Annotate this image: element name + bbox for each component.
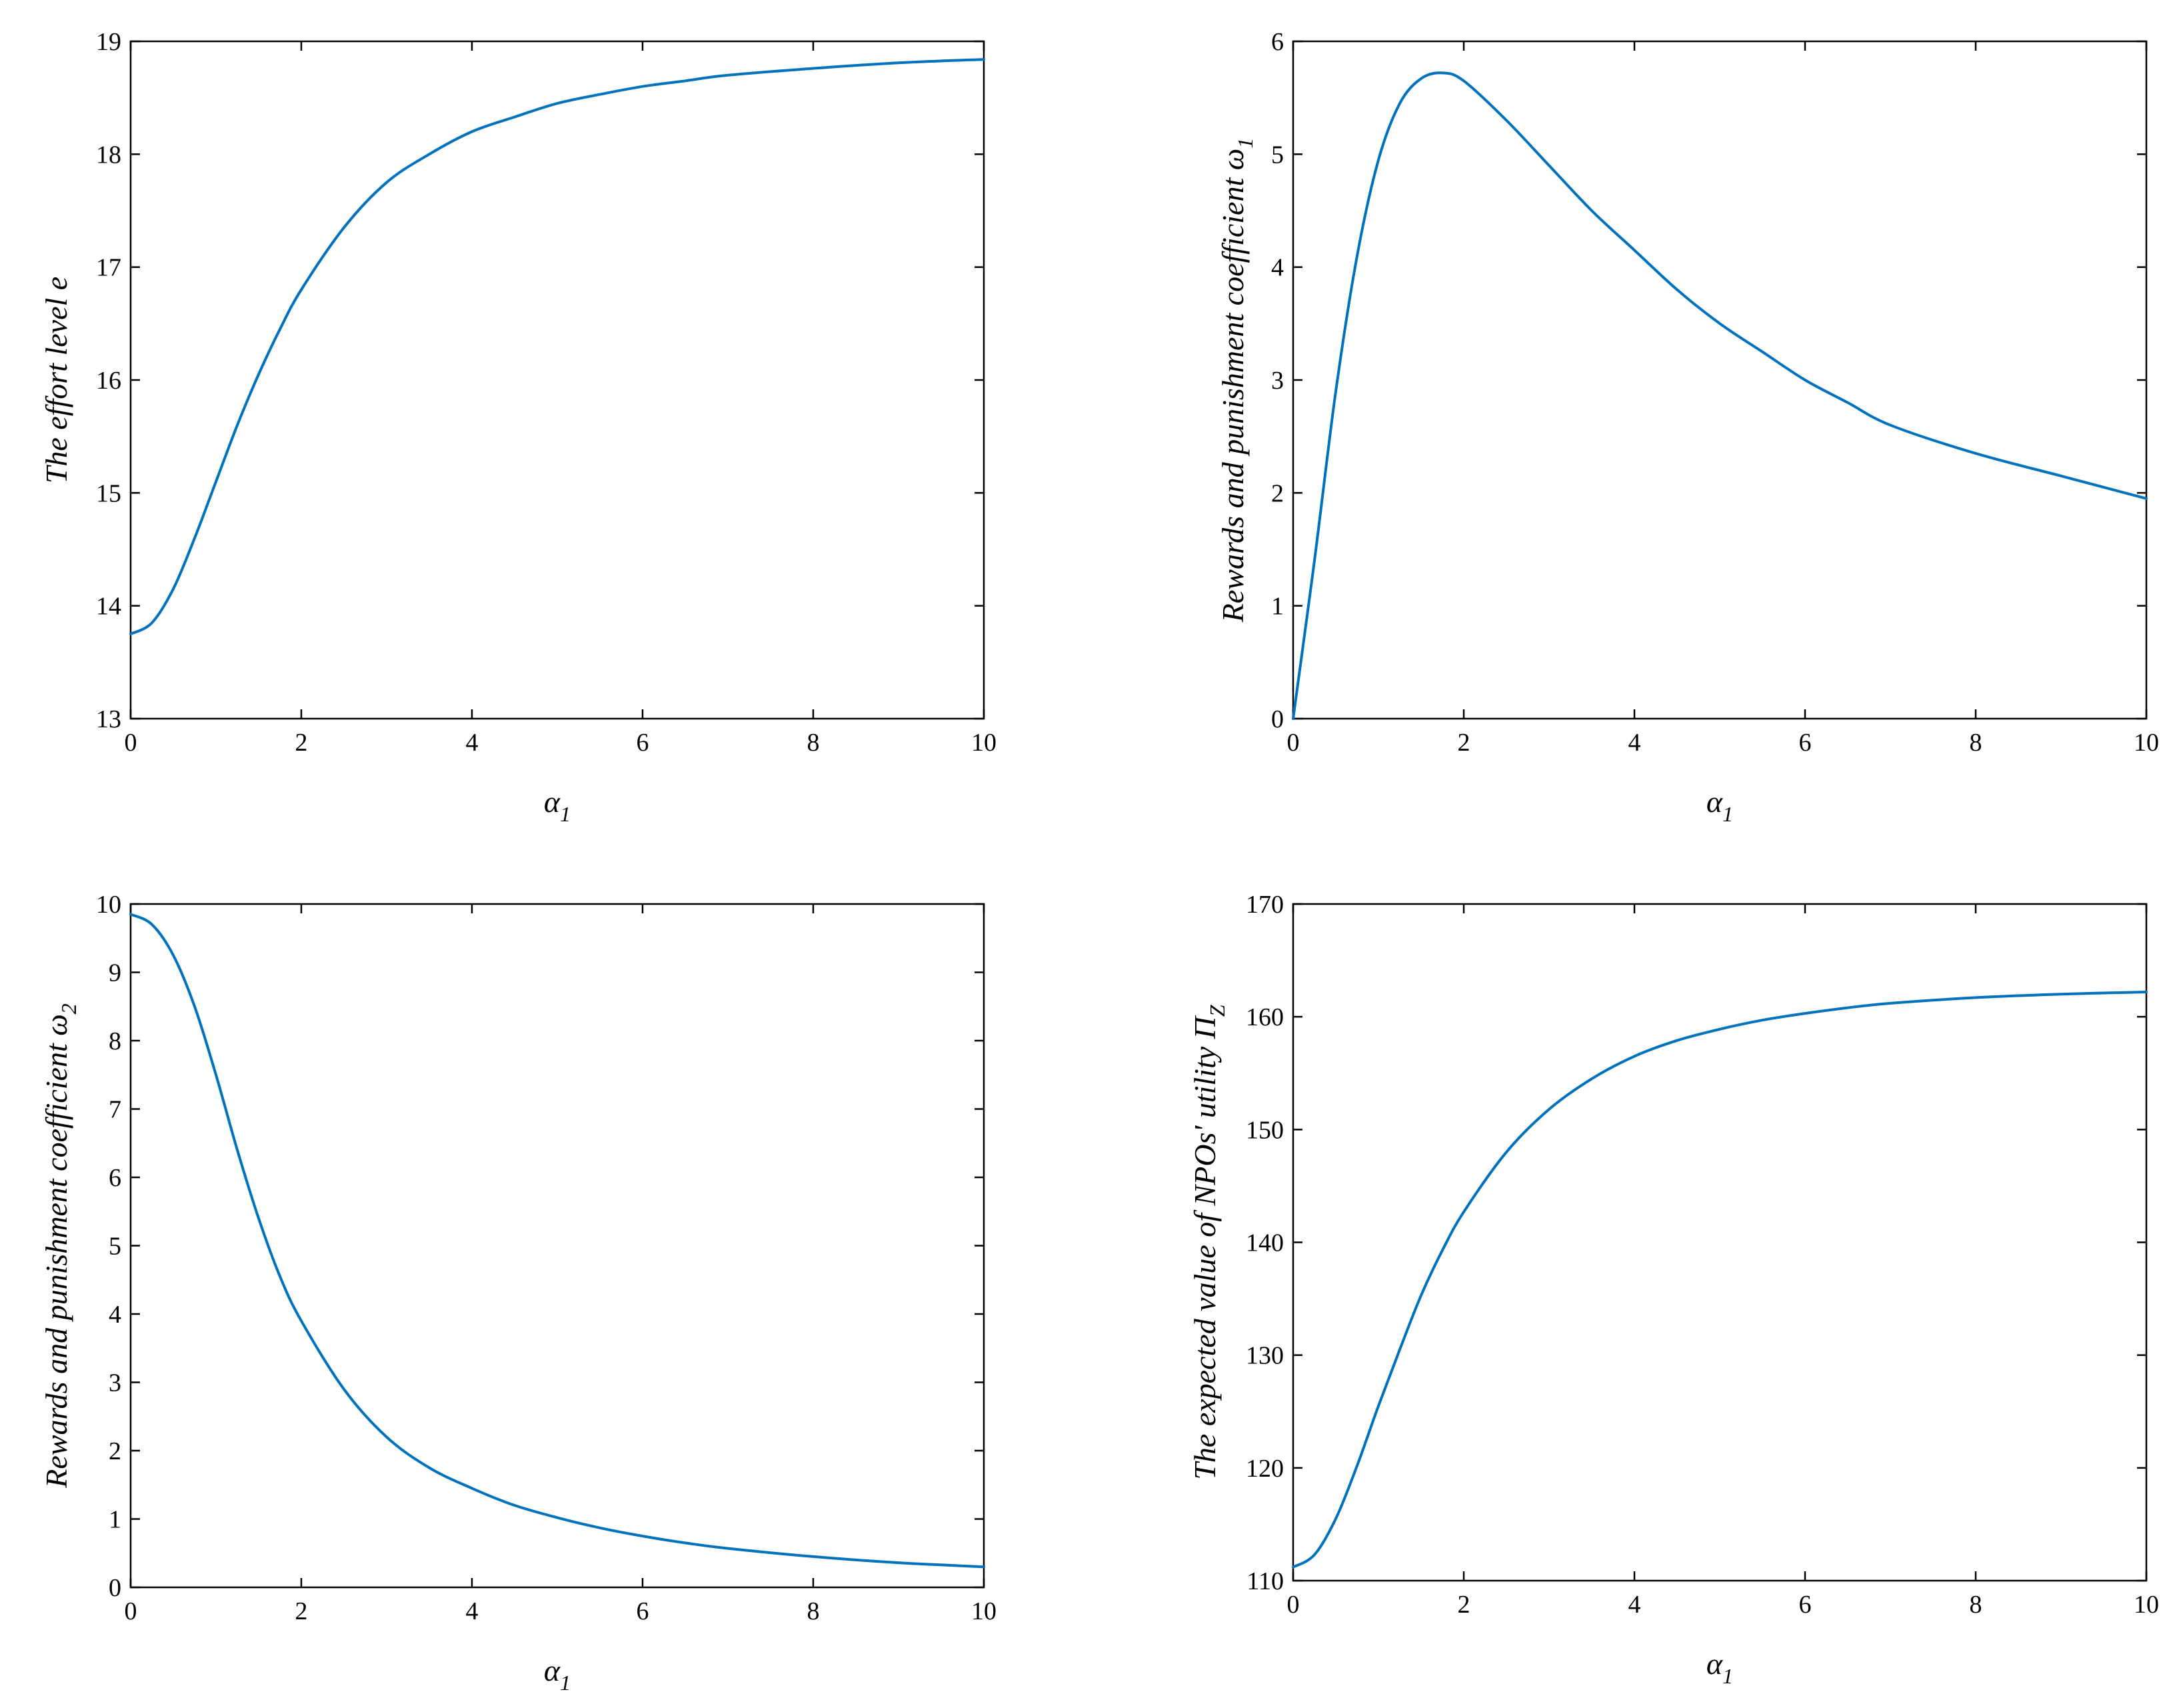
y-axis-label-sub: 1	[1233, 138, 1257, 149]
y-axis-label-main: The effort level e	[39, 277, 73, 483]
x-tick-label: 2	[295, 729, 308, 757]
y-tick-label: 17	[96, 254, 121, 282]
x-axis-label-main: α	[544, 1653, 561, 1687]
x-axis-label-main: α	[1706, 785, 1723, 819]
y-axis-label-main: The expected value of NPOs' utility Π	[1188, 1015, 1222, 1479]
x-axis-label-sub: 1	[560, 802, 571, 826]
y-tick-label: 19	[96, 28, 121, 56]
y-axis-label: The effort level e	[39, 277, 73, 483]
x-axis-label-main: α	[1706, 1647, 1723, 1681]
x-tick-label: 6	[637, 729, 649, 757]
y-tick-label: 7	[109, 1096, 121, 1124]
y-axis-label-main: Rewards and punishment coefficient ω	[39, 1014, 73, 1488]
y-tick-label: 4	[1271, 254, 1284, 282]
series-line-effort-0	[129, 58, 985, 635]
x-tick-label: 4	[466, 729, 479, 757]
x-tick-label: 6	[637, 1597, 649, 1625]
y-tick-label: 1	[1271, 593, 1284, 621]
series-line-omega1-0	[1292, 71, 2148, 720]
plot-frame	[1292, 903, 2148, 1582]
y-tick-label: 3	[1271, 367, 1284, 395]
y-tick-label: 10	[96, 891, 121, 919]
series-line-utility-0	[1292, 991, 2148, 1569]
x-tick-label: 4	[1628, 729, 1641, 757]
x-tick-label: 0	[125, 1597, 137, 1625]
plot-frame	[129, 40, 985, 720]
y-tick-label: 8	[109, 1027, 121, 1055]
y-tick-label: 4	[109, 1301, 121, 1329]
x-axis-label: α1	[1706, 785, 1733, 826]
x-tick-label: 10	[971, 1597, 997, 1625]
series-line-omega2-0	[129, 913, 985, 1569]
chart-utility: 0 2 4 6 8 10 110 120 130 140 150 160 170 α1 The expect…	[1188, 891, 2159, 1688]
y-tick-label: 14	[96, 593, 121, 621]
x-tick-label: 0	[1287, 729, 1300, 757]
x-tick-label: 6	[1799, 1591, 1812, 1619]
y-tick-label: 15	[96, 479, 121, 507]
y-tick-label: 5	[109, 1233, 121, 1261]
y-tick-label: 18	[96, 141, 121, 169]
chart-effort: 0 2 4 6 8 10 13 14 15 16 17 18 19 α1 The effort level …	[39, 28, 997, 826]
x-tick-label: 2	[1458, 1591, 1470, 1619]
y-tick-label: 1	[109, 1506, 121, 1534]
y-tick-label: 0	[1271, 705, 1284, 733]
x-tick-label: 8	[807, 729, 820, 757]
x-axis-label: α1	[544, 785, 571, 826]
x-tick-label: 2	[295, 1597, 308, 1625]
x-axis-label: α1	[544, 1653, 571, 1695]
y-tick-label: 170	[1246, 891, 1284, 919]
x-axis-label-sub: 1	[1722, 1664, 1733, 1688]
y-tick-label: 6	[1271, 28, 1284, 56]
y-tick-label: 2	[109, 1437, 121, 1465]
y-tick-label: 0	[109, 1574, 121, 1602]
y-tick-label: 9	[109, 959, 121, 987]
x-axis-label-sub: 1	[1722, 802, 1733, 826]
x-tick-label: 8	[1970, 1591, 1982, 1619]
x-tick-label: 8	[807, 1597, 820, 1625]
x-axis-label-sub: 1	[560, 1671, 571, 1695]
plot-frame	[129, 903, 985, 1589]
y-tick-label: 5	[1271, 141, 1284, 169]
y-axis-label: Rewards and punishment coefficient ω2	[39, 1003, 81, 1488]
y-axis-label-main: Rewards and punishment coefficient ω	[1216, 149, 1250, 623]
y-tick-label: 110	[1246, 1567, 1284, 1595]
x-axis-label-main: α	[544, 785, 561, 819]
y-tick-label: 150	[1246, 1116, 1284, 1144]
x-tick-label: 10	[2134, 1591, 2159, 1619]
x-tick-label: 0	[1287, 1591, 1300, 1619]
y-tick-label: 120	[1246, 1455, 1284, 1483]
y-axis-label-sub: 2	[57, 1003, 81, 1014]
plot-frame	[1292, 40, 2148, 720]
y-tick-label: 3	[109, 1369, 121, 1397]
y-axis-label-sub: Z	[1205, 1004, 1229, 1017]
y-tick-label: 16	[96, 367, 121, 395]
y-axis-label: The expected value of NPOs' utility ΠZ	[1188, 1004, 1229, 1480]
y-tick-label: 13	[96, 705, 121, 733]
y-tick-label: 140	[1246, 1229, 1284, 1257]
y-tick-label: 2	[1271, 479, 1284, 507]
y-tick-label: 6	[109, 1164, 121, 1192]
x-axis-label: α1	[1706, 1647, 1733, 1688]
x-tick-label: 0	[125, 729, 137, 757]
x-tick-label: 4	[466, 1597, 479, 1625]
x-tick-label: 10	[2134, 729, 2159, 757]
x-tick-label: 6	[1799, 729, 1812, 757]
y-tick-label: 160	[1246, 1003, 1284, 1031]
x-tick-label: 10	[971, 729, 997, 757]
x-tick-label: 2	[1458, 729, 1470, 757]
y-axis-label: Rewards and punishment coefficient ω1	[1216, 138, 1257, 623]
y-tick-label: 130	[1246, 1342, 1284, 1370]
x-tick-label: 4	[1628, 1591, 1641, 1619]
x-tick-label: 8	[1970, 729, 1982, 757]
